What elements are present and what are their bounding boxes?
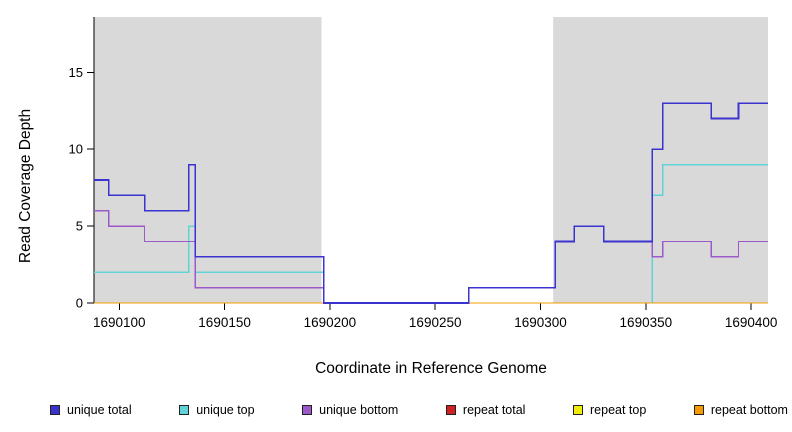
legend-item-unique-total: unique total <box>50 403 132 417</box>
series-line-unique-total <box>94 102 768 304</box>
highlight-region-2 <box>553 17 768 303</box>
highlight-region-1 <box>94 17 322 303</box>
legend-swatch-icon <box>302 405 313 415</box>
legend-swatch-icon <box>179 405 190 415</box>
legend-label: unique top <box>196 403 255 417</box>
legend-label: repeat bottom <box>710 403 788 417</box>
x-axis-title: Coordinate in Reference Genome <box>315 360 547 377</box>
legend-label: unique bottom <box>319 403 399 417</box>
coverage-plot: 0 5 10 15 1690100 1690150 1690200 1690250 169030… <box>69 17 778 330</box>
x-tick-label: 1690200 <box>304 315 357 330</box>
legend-item-repeat-bottom: repeat bottom <box>693 403 788 417</box>
legend-swatch-icon <box>445 405 456 415</box>
y-tick-label: 15 <box>69 65 83 80</box>
legend-item-repeat-top: repeat top <box>573 403 646 417</box>
legend-item-unique-top: unique top <box>179 403 255 417</box>
legend-swatch-icon <box>50 405 60 415</box>
legend-label: repeat top <box>590 403 647 417</box>
x-tick-label: 1690400 <box>725 315 778 330</box>
legend-label: repeat total <box>462 403 526 417</box>
legend-item-unique-bottom: unique bottom <box>302 403 398 417</box>
y-tick-label: 0 <box>76 296 83 311</box>
x-tick-label: 1690150 <box>198 315 251 330</box>
y-tick-label: 5 <box>76 219 83 234</box>
x-tick-label: 1690250 <box>409 315 462 330</box>
legend-swatch-icon <box>573 405 583 415</box>
x-tick-label: 1690100 <box>93 315 146 330</box>
legend-item-repeat-total: repeat total <box>445 403 526 417</box>
x-tick-label: 1690350 <box>620 315 673 330</box>
legend: unique total unique top unique bottom repea… <box>0 392 792 428</box>
legend-label: unique total <box>67 403 132 417</box>
legend-swatch-icon <box>693 405 704 415</box>
y-tick-label: 10 <box>69 142 83 157</box>
x-tick-label: 1690300 <box>514 315 567 330</box>
y-axis-title: Read Coverage Depth <box>17 108 34 264</box>
